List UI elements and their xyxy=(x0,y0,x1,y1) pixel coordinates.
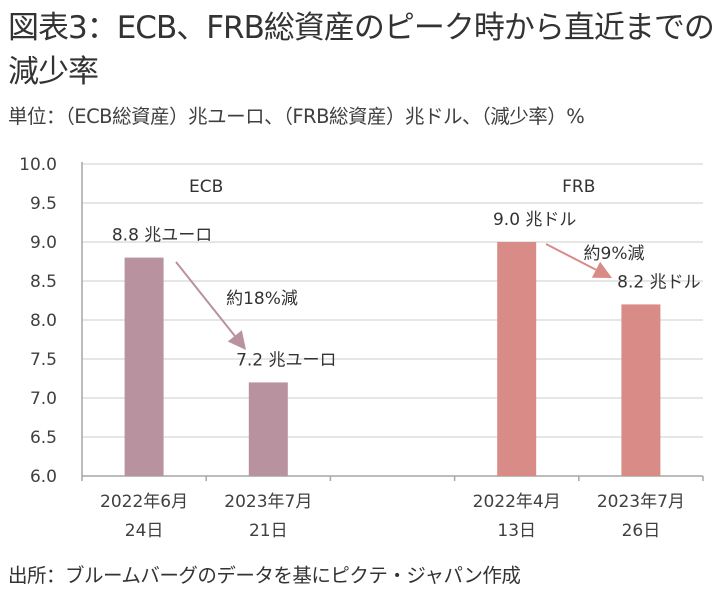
y-tick-label: 7.0 xyxy=(30,389,57,409)
y-tick-label: 8.5 xyxy=(30,272,57,292)
data-label-ecb: 8.8 兆ユーロ xyxy=(112,226,212,246)
y-tick-label: 10.0 xyxy=(19,155,57,175)
arrow-head-icon xyxy=(591,261,612,278)
data-label-ecb: 7.2 兆ユーロ xyxy=(236,350,336,370)
x-category-label: 2023年7月 xyxy=(597,492,685,512)
x-category-label: 2022年4月 xyxy=(473,492,561,512)
labels: 6.0 6.5 7.0 7.5 8.0 8.5 9.0 9.5 10.0 2022年6月 24日 20… xyxy=(19,155,700,541)
data-label-frb: 8.2 兆ドル xyxy=(617,272,700,292)
bar-ecb-0 xyxy=(124,257,164,476)
x-category-label-day: 24日 xyxy=(125,521,164,541)
decline-annotation: 約9%減 xyxy=(584,244,645,264)
arrow-line xyxy=(175,261,236,337)
x-category-label: 2022年6月 xyxy=(100,492,188,512)
source-note: 出所：ブルームバーグのデータを基にピクテ・ジャパン作成 xyxy=(8,564,521,587)
bar-frb-3 xyxy=(497,242,537,476)
bar-frb-4 xyxy=(621,304,661,476)
x-category-label-day: 21日 xyxy=(249,521,288,541)
arrow-line xyxy=(545,243,597,271)
bar-ecb-1 xyxy=(248,382,288,476)
gridlines xyxy=(82,163,703,438)
bars xyxy=(124,242,661,476)
group-label-ecb: ECB xyxy=(189,177,223,197)
x-category-label-day: 13日 xyxy=(497,521,536,541)
decline-annotation: 約18%減 xyxy=(226,289,298,309)
axes xyxy=(81,162,704,481)
arrow-head-icon xyxy=(227,330,246,350)
y-tick-label: 7.5 xyxy=(30,350,57,370)
y-tick-label: 9.0 xyxy=(30,233,57,253)
chart-title: 図表3：ECB、FRB総資産のピーク時から直近までの減少率 xyxy=(8,10,715,90)
y-tick-label: 6.5 xyxy=(30,428,57,448)
data-label-frb: 9.0 兆ドル xyxy=(493,210,576,230)
unit-subtitle: 単位：（ECB総資産）兆ユーロ、（FRB総資産）兆ドル、（減少率）% xyxy=(8,105,585,128)
y-tick-label: 6.0 xyxy=(30,467,57,487)
annotations: 約18%減 約9%減 xyxy=(175,243,645,350)
group-label-frb: FRB xyxy=(562,177,595,197)
y-tick-label: 9.5 xyxy=(30,194,57,214)
x-category-label: 2023年7月 xyxy=(224,492,312,512)
x-category-label-day: 26日 xyxy=(622,521,661,541)
y-tick-label: 8.0 xyxy=(30,311,57,331)
